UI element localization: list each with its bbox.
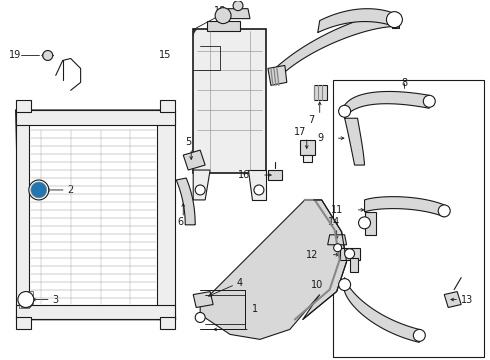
- Text: 3: 3: [53, 294, 59, 305]
- Polygon shape: [444, 292, 461, 307]
- Text: 12: 12: [306, 250, 318, 260]
- Text: 6: 6: [177, 217, 183, 227]
- Polygon shape: [344, 91, 429, 118]
- Polygon shape: [349, 258, 358, 272]
- Text: 14: 14: [327, 217, 340, 227]
- Polygon shape: [303, 155, 312, 162]
- Polygon shape: [365, 197, 444, 217]
- Polygon shape: [328, 235, 346, 245]
- Polygon shape: [160, 100, 175, 112]
- Polygon shape: [344, 278, 419, 342]
- Text: 1: 1: [252, 305, 258, 315]
- Circle shape: [195, 185, 205, 195]
- Polygon shape: [344, 118, 365, 165]
- Polygon shape: [193, 28, 266, 173]
- Circle shape: [339, 279, 350, 291]
- Polygon shape: [300, 140, 315, 155]
- Text: 2: 2: [68, 185, 74, 195]
- Polygon shape: [318, 9, 399, 32]
- Circle shape: [35, 186, 43, 194]
- Polygon shape: [193, 170, 210, 200]
- Polygon shape: [16, 110, 175, 125]
- Text: 11: 11: [331, 205, 343, 215]
- Circle shape: [359, 217, 370, 229]
- Polygon shape: [157, 110, 175, 319]
- Polygon shape: [207, 21, 240, 31]
- Text: 9: 9: [318, 133, 324, 143]
- Text: 8: 8: [401, 78, 408, 88]
- Circle shape: [254, 185, 264, 195]
- Polygon shape: [273, 13, 394, 78]
- Polygon shape: [226, 9, 250, 19]
- Text: 18: 18: [214, 6, 226, 15]
- Circle shape: [18, 292, 34, 307]
- Circle shape: [438, 205, 450, 217]
- Polygon shape: [193, 292, 213, 307]
- Text: 4: 4: [237, 278, 243, 288]
- Circle shape: [43, 50, 53, 60]
- Polygon shape: [268, 66, 287, 85]
- Circle shape: [31, 182, 47, 198]
- Circle shape: [215, 8, 231, 24]
- Text: 13: 13: [461, 294, 473, 305]
- Circle shape: [334, 244, 342, 252]
- Circle shape: [387, 12, 402, 28]
- Circle shape: [233, 1, 243, 11]
- Polygon shape: [392, 12, 397, 28]
- Polygon shape: [16, 110, 29, 319]
- Circle shape: [344, 249, 355, 259]
- Bar: [333, 80, 484, 357]
- Polygon shape: [16, 305, 175, 319]
- Polygon shape: [365, 212, 376, 235]
- Polygon shape: [340, 248, 360, 260]
- Text: 7: 7: [309, 115, 315, 125]
- Polygon shape: [160, 318, 175, 329]
- Circle shape: [414, 329, 425, 341]
- Text: 16: 16: [238, 170, 250, 180]
- Polygon shape: [200, 200, 346, 339]
- Circle shape: [423, 95, 435, 107]
- Text: 10: 10: [312, 280, 324, 289]
- Polygon shape: [21, 293, 30, 306]
- Polygon shape: [314, 85, 327, 100]
- Polygon shape: [176, 178, 195, 225]
- Circle shape: [33, 184, 45, 196]
- Text: 17: 17: [294, 127, 306, 137]
- Polygon shape: [268, 170, 282, 180]
- Text: 5: 5: [185, 137, 191, 147]
- Polygon shape: [248, 170, 266, 200]
- Polygon shape: [19, 294, 29, 307]
- Polygon shape: [16, 110, 175, 319]
- Circle shape: [195, 312, 205, 323]
- Polygon shape: [27, 291, 33, 303]
- Polygon shape: [183, 150, 205, 170]
- Polygon shape: [25, 292, 32, 305]
- Circle shape: [29, 180, 49, 200]
- Polygon shape: [23, 293, 31, 306]
- Circle shape: [339, 105, 350, 117]
- Text: 19: 19: [9, 50, 21, 60]
- Polygon shape: [16, 318, 31, 329]
- Polygon shape: [16, 100, 31, 112]
- Text: 15: 15: [159, 50, 171, 60]
